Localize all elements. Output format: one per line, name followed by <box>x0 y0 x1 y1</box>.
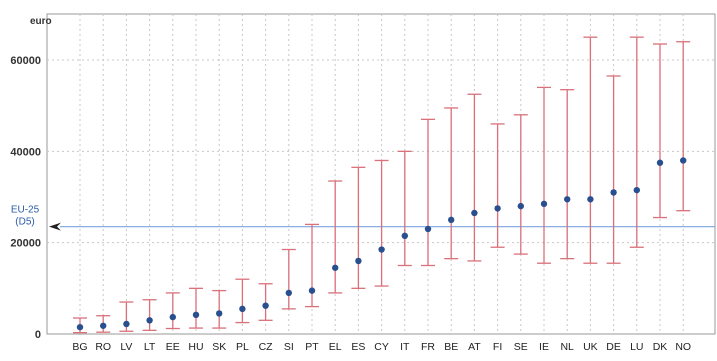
data-point-DK <box>656 159 664 166</box>
x-tick-label-LU: LU <box>630 341 643 353</box>
error-bar-DE <box>606 75 621 264</box>
data-point-SK <box>216 310 223 317</box>
x-tick-label-PL: PL <box>236 341 249 353</box>
error-bar-NO <box>676 41 691 212</box>
x-tick-label-BG: BG <box>72 341 87 353</box>
data-point-LV <box>123 320 130 328</box>
error-bar-FI <box>490 123 505 248</box>
error-bar-SK <box>212 289 227 329</box>
error-bar-SI <box>281 248 296 310</box>
x-tick-label-PT: PT <box>305 341 319 353</box>
y-axis-label: euro <box>30 16 52 27</box>
data-point-BG <box>76 323 84 331</box>
data-point-PL <box>239 305 246 313</box>
x-tick-label-UK: UK <box>583 341 598 353</box>
error-bar-IT <box>397 150 412 267</box>
error-bar-PL <box>235 278 250 324</box>
data-point-NL <box>564 196 571 203</box>
x-tick-label-FR: FR <box>421 341 435 353</box>
x-tick-label-HU: HU <box>188 341 203 353</box>
reference-arrow <box>49 222 61 231</box>
error-bar-SE <box>513 114 528 255</box>
x-tick-label-NL: NL <box>560 341 574 353</box>
x-tick-label-SI: SI <box>284 341 294 353</box>
reference-label-line1: EU-25 <box>11 205 40 216</box>
x-tick-label-RO: RO <box>95 341 111 353</box>
data-point-ES <box>355 257 362 265</box>
x-tick-label-IE: IE <box>539 341 549 353</box>
data-point-UK <box>587 196 594 203</box>
data-point-SI <box>285 289 292 297</box>
x-tick-label-ES: ES <box>351 341 365 353</box>
data-point-BE <box>448 216 455 224</box>
error-bar-AT <box>467 93 482 262</box>
error-bars <box>73 36 691 334</box>
data-point-CZ <box>262 302 269 309</box>
x-tick-label-AT: AT <box>468 341 481 353</box>
x-tick-label-DK: DK <box>653 341 668 353</box>
data-points <box>76 157 687 331</box>
error-bar-EL <box>328 180 343 294</box>
x-tick-label-DE: DE <box>606 341 621 353</box>
data-point-RO <box>100 322 107 329</box>
error-bar-HU <box>189 287 203 329</box>
x-tick-label-SK: SK <box>212 341 226 353</box>
error-bar-NL <box>560 89 575 260</box>
error-bar-EE <box>165 292 180 330</box>
data-point-NO <box>680 157 687 164</box>
x-tick-label-BE: BE <box>444 341 458 353</box>
data-point-SE <box>517 202 524 210</box>
data-point-CY <box>378 246 385 253</box>
x-tick-label-FI: FI <box>493 341 502 353</box>
data-point-DE <box>610 189 617 196</box>
reference-line-group: EU-25(D5) <box>11 205 715 231</box>
data-point-HU <box>192 311 200 319</box>
error-bar-DK <box>653 43 667 219</box>
x-tick-label-EE: EE <box>166 341 180 353</box>
reference-label-line2: (D5) <box>15 217 34 228</box>
data-point-EL <box>332 264 339 271</box>
error-bar-FR <box>421 118 435 267</box>
data-point-IT <box>401 232 408 240</box>
x-tick-label-CY: CY <box>374 341 389 353</box>
data-point-FR <box>424 225 432 233</box>
data-point-AT <box>471 209 478 217</box>
x-tick-label-EL: EL <box>329 341 342 353</box>
y-axis-ticks: 0 20000 40000 60000 <box>10 55 41 341</box>
data-point-LT <box>146 317 153 324</box>
x-tick-label-LV: LV <box>120 341 132 353</box>
error-bar-BE <box>444 107 459 260</box>
x-tick-label-LT: LT <box>144 341 156 353</box>
data-point-PT <box>308 287 316 294</box>
y-tick-label-3: 60000 <box>10 55 41 67</box>
x-tick-label-NO: NO <box>675 341 691 353</box>
error-bar-UK <box>583 36 598 264</box>
data-point-IE <box>540 200 548 208</box>
y-tick-label-0: 0 <box>35 329 41 341</box>
error-bar-CZ <box>258 283 273 321</box>
y-tick-label-1: 20000 <box>10 238 41 250</box>
error-bar-IE <box>537 86 551 264</box>
y-tick-label-2: 40000 <box>10 146 41 158</box>
data-point-LU <box>633 186 640 194</box>
error-bar-CY <box>374 159 389 287</box>
x-axis-ticks: BG RO LV LT EE HU SK PL CZ SI PT EL ES CY IT FR BE AT FI SE… <box>72 341 691 353</box>
x-tick-label-SE: SE <box>514 341 528 353</box>
x-tick-label-IT: IT <box>400 341 410 353</box>
x-tick-label-CZ: CZ <box>259 341 274 353</box>
error-bar-LU <box>629 36 644 248</box>
data-point-EE <box>169 313 176 321</box>
error-bar-LT <box>142 299 157 331</box>
data-point-FI <box>494 205 501 212</box>
error-bar-ES <box>351 166 366 289</box>
